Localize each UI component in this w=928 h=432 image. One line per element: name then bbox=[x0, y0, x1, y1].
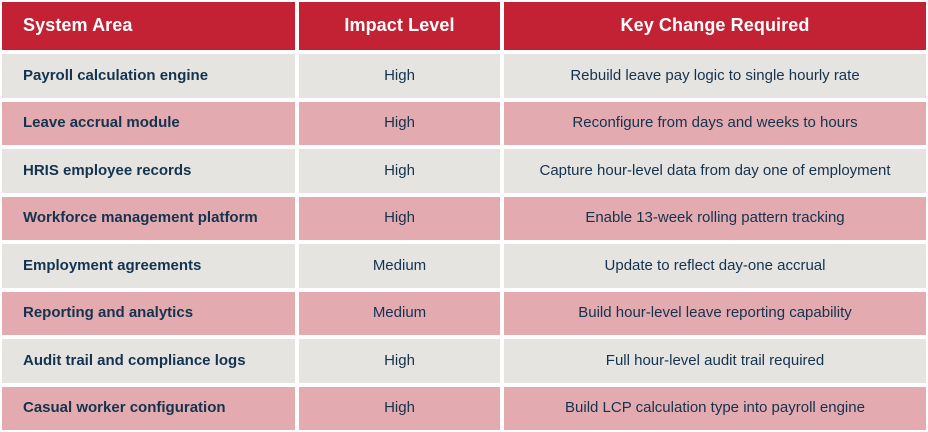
cell-impact-level: High bbox=[299, 386, 500, 430]
cell-impact-level: High bbox=[299, 54, 500, 98]
cell-system-area: Employment agreements bbox=[2, 244, 295, 288]
cell-key-change: Reconfigure from days and weeks to hours bbox=[504, 101, 926, 145]
table-row: HRIS employee records High Capture hour-… bbox=[2, 149, 926, 193]
cell-system-area: Payroll calculation engine bbox=[2, 54, 295, 98]
cell-impact-level: High bbox=[299, 339, 500, 383]
cell-system-area: HRIS employee records bbox=[2, 149, 295, 193]
cell-key-change: Rebuild leave pay logic to single hourly… bbox=[504, 54, 926, 98]
cell-system-area: Casual worker configuration bbox=[2, 386, 295, 430]
table-row: Payroll calculation engine High Rebuild … bbox=[2, 54, 926, 98]
cell-key-change: Capture hour-level data from day one of … bbox=[504, 149, 926, 193]
cell-system-area: Reporting and analytics bbox=[2, 291, 295, 335]
cell-system-area: Leave accrual module bbox=[2, 101, 295, 145]
cell-key-change: Build LCP calculation type into payroll … bbox=[504, 386, 926, 430]
table-row: Audit trail and compliance logs High Ful… bbox=[2, 339, 926, 383]
cell-key-change: Full hour-level audit trail required bbox=[504, 339, 926, 383]
cell-key-change: Build hour-level leave reporting capabil… bbox=[504, 291, 926, 335]
table-row: Workforce management platform High Enabl… bbox=[2, 196, 926, 240]
cell-impact-level: High bbox=[299, 149, 500, 193]
cell-impact-level: Medium bbox=[299, 291, 500, 335]
cell-impact-level: High bbox=[299, 196, 500, 240]
table-header-row: System Area Impact Level Key Change Requ… bbox=[2, 2, 926, 50]
cell-impact-level: High bbox=[299, 101, 500, 145]
table-row: Employment agreements Medium Update to r… bbox=[2, 244, 926, 288]
cell-impact-level: Medium bbox=[299, 244, 500, 288]
cell-system-area: Audit trail and compliance logs bbox=[2, 339, 295, 383]
cell-key-change: Update to reflect day-one accrual bbox=[504, 244, 926, 288]
table-row: Reporting and analytics Medium Build hou… bbox=[2, 291, 926, 335]
column-header-system-area: System Area bbox=[2, 2, 295, 50]
table-row: Leave accrual module High Reconfigure fr… bbox=[2, 101, 926, 145]
column-header-key-change: Key Change Required bbox=[504, 2, 926, 50]
column-header-impact-level: Impact Level bbox=[299, 2, 500, 50]
cell-key-change: Enable 13-week rolling pattern tracking bbox=[504, 196, 926, 240]
cell-system-area: Workforce management platform bbox=[2, 196, 295, 240]
table-row: Casual worker configuration High Build L… bbox=[2, 386, 926, 430]
